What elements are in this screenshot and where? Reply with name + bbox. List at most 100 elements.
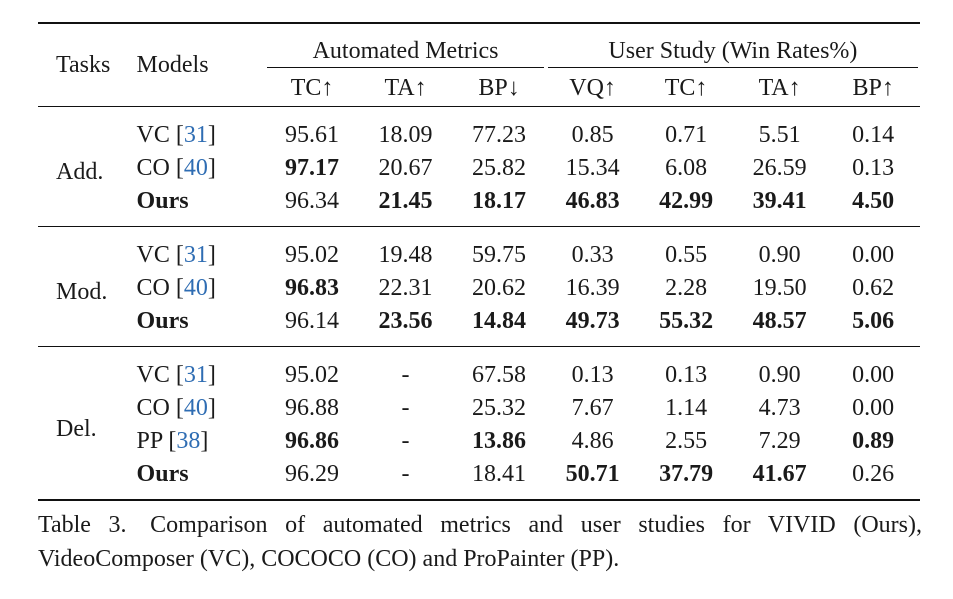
metric-cell: 25.32 [472,395,527,421]
column-header: TA↑ [758,74,801,101]
metric-cell: 96.29 [285,461,340,487]
automated-metrics-header: Automated Metrics [265,23,546,70]
metric-cell: 4.86 [571,428,614,454]
citation-link[interactable]: 40 [183,155,208,181]
metric-cell: 0.13 [852,155,895,181]
table-row: CO [40] 97.17 20.67 25.82 15.34 6.08 26.59 0.13 [38,152,920,185]
metric-cell: 41.67 [752,461,807,487]
table-row: Mod. VC [31] 95.02 19.48 59.75 0.33 0.55 0.90 0.… [38,226,920,305]
column-header: TC↑ [664,74,708,101]
model-name: Ours [136,188,189,214]
metric-cell: 14.84 [472,308,527,334]
metric-cell: 18.09 [378,122,433,148]
metric-cell: 0.13 [665,362,708,388]
metric-cell: 39.41 [752,188,807,214]
metric-cell: 19.50 [752,275,807,301]
metric-cell: 0.90 [758,242,801,268]
metric-cell: 7.29 [758,428,801,454]
task-label: Add. [56,159,104,185]
metric-cell: 0.26 [852,461,895,487]
citation-link[interactable]: 38 [176,428,201,454]
column-header: TA↑ [384,74,427,101]
metric-cell: 5.06 [852,308,895,334]
results-table-container: Tasks Models Automated Metrics User Stud… [38,22,920,501]
metric-cell: 0.00 [852,395,895,421]
table-row: Ours 96.34 21.45 18.17 46.83 42.99 39.41 4.50 [38,185,920,227]
metric-cell: 13.86 [472,428,527,454]
table-row: Del. VC [31] 95.02 - 67.58 0.13 0.13 0.90 0.00 [38,346,920,442]
citation-link[interactable]: 40 [183,275,208,301]
caption-label: Table 3. [38,512,127,538]
metric-cell: - [401,428,410,454]
caption-text: Comparison of automated metrics and user… [38,512,922,572]
model-name: Ours [136,308,189,334]
model-cell: CO [40] [136,395,216,421]
user-study-header: User Study (Win Rates%) [546,23,920,70]
citation-link[interactable]: 40 [183,395,208,421]
table-caption: Table 3. Comparison of automated metrics… [38,508,922,576]
metric-cell: 55.32 [659,308,714,334]
metric-cell: 18.17 [472,188,527,214]
table-row: Ours 96.29 - 18.41 50.71 37.79 41.67 0.26 [38,458,920,500]
table-row: CO [40] 96.83 22.31 20.62 16.39 2.28 19.50 0.62 [38,272,920,305]
task-label: Mod. [56,279,108,305]
task-label: Del. [56,415,97,442]
metric-cell: 25.82 [472,155,527,181]
metric-cell: 0.13 [571,362,614,388]
metric-cell: 15.34 [565,155,620,181]
metric-cell: 96.86 [285,428,340,454]
model-cell: PP [38] [136,428,209,454]
metric-cell: 42.99 [659,188,714,214]
model-name: CO [136,395,170,421]
metric-cell: 20.67 [378,155,433,181]
metric-cell: 16.39 [565,275,620,301]
model-cell: VC [31] [136,362,216,388]
metric-cell: 0.62 [852,275,895,301]
model-name: PP [136,428,163,454]
metric-cell: 95.02 [285,362,340,388]
citation-link[interactable]: 31 [183,362,208,388]
metric-cell: 50.71 [565,461,620,487]
metric-cell: 23.56 [378,308,433,334]
column-header: VQ↑ [569,74,616,101]
metric-cell: 59.75 [472,242,527,268]
metric-cell: 0.89 [852,428,895,454]
metric-cell: 95.02 [285,242,340,268]
citation-link[interactable]: 31 [183,242,208,268]
table-row: CO [40] 96.88 - 25.32 7.67 1.14 4.73 0.00 [38,392,920,425]
metric-cell: 95.61 [285,122,340,148]
metric-cell: 2.28 [665,275,708,301]
column-header: BP↓ [478,74,520,101]
metric-cell: 37.79 [659,461,714,487]
metric-cell: 20.62 [472,275,527,301]
metric-cell: 96.14 [285,308,340,334]
model-name: CO [136,275,170,301]
model-name: VC [136,122,170,148]
metric-cell: 4.73 [758,395,801,421]
metric-cell: 0.00 [852,362,895,388]
metric-cell: 48.57 [752,308,807,334]
metric-cell: 4.50 [852,188,895,214]
model-cell: Ours [137,458,266,500]
model-name: CO [136,155,170,181]
metric-cell: - [401,395,410,421]
metric-cell: 0.33 [571,242,614,268]
model-name: VC [136,362,170,388]
table-row: PP [38] 96.86 - 13.86 4.86 2.55 7.29 0.89 [38,425,920,458]
metric-cell: 22.31 [378,275,433,301]
table-body: Add. VC [31] 95.61 18.09 77.23 0.85 0.71 5.51 0.… [38,106,920,500]
metric-cell: 1.14 [665,395,708,421]
table-header: Tasks Models Automated Metrics User Stud… [38,23,920,107]
model-cell: CO [40] [136,155,216,181]
results-table: Tasks Models Automated Metrics User Stud… [38,22,920,501]
model-cell: VC [31] [136,242,216,268]
citation-link[interactable]: 31 [183,122,208,148]
table-row: Ours 96.14 23.56 14.84 49.73 55.32 48.57 5.06 [38,305,920,347]
metric-cell: 2.55 [665,428,708,454]
metric-cell: 96.88 [285,395,340,421]
metric-cell: 21.45 [378,188,433,214]
metric-cell: 18.41 [472,461,527,487]
metric-cell: 77.23 [472,122,527,148]
metric-cell: 26.59 [752,155,807,181]
tasks-header: Tasks [56,51,111,78]
